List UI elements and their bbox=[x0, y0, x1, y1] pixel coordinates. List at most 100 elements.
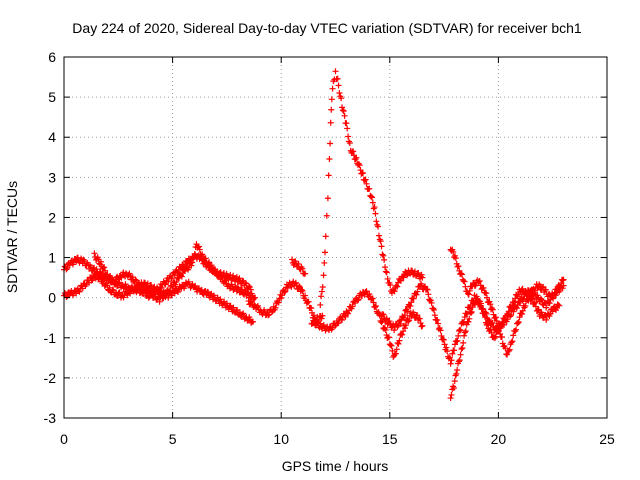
data-point bbox=[377, 238, 384, 245]
data-point bbox=[382, 326, 389, 333]
data-point bbox=[359, 169, 366, 176]
data-point bbox=[452, 255, 459, 262]
data-point bbox=[454, 337, 461, 344]
data-point bbox=[479, 305, 486, 312]
data-point bbox=[100, 276, 107, 283]
data-point bbox=[310, 317, 317, 324]
data-point bbox=[335, 82, 342, 89]
data-point bbox=[405, 318, 412, 325]
data-point bbox=[382, 316, 389, 323]
data-point bbox=[559, 277, 566, 284]
data-point bbox=[519, 285, 526, 292]
data-point bbox=[437, 327, 444, 334]
data-point bbox=[179, 281, 186, 288]
data-point bbox=[473, 293, 480, 300]
data-point bbox=[336, 90, 343, 97]
data-point bbox=[189, 259, 196, 266]
data-point bbox=[368, 193, 375, 200]
data-point bbox=[510, 308, 517, 315]
plot-frame bbox=[63, 56, 608, 419]
data-point bbox=[410, 295, 417, 302]
data-point bbox=[528, 286, 535, 293]
data-point bbox=[243, 280, 250, 287]
data-point bbox=[468, 308, 475, 315]
data-point bbox=[462, 283, 469, 290]
data-point bbox=[378, 319, 385, 326]
data-point bbox=[525, 297, 532, 304]
series-arc-10 bbox=[447, 282, 567, 402]
data-point bbox=[406, 317, 413, 324]
data-point bbox=[278, 295, 285, 302]
data-point bbox=[93, 270, 100, 277]
data-point bbox=[328, 106, 335, 113]
data-point bbox=[321, 259, 328, 266]
series-arc-3 bbox=[91, 241, 259, 305]
data-point bbox=[382, 264, 389, 271]
data-point bbox=[166, 287, 173, 294]
data-point bbox=[519, 307, 526, 314]
data-point bbox=[516, 314, 523, 321]
data-point bbox=[522, 303, 529, 310]
data-point bbox=[501, 321, 508, 328]
data-point bbox=[322, 249, 329, 256]
data-point bbox=[208, 262, 215, 269]
data-point bbox=[345, 133, 352, 140]
data-point bbox=[450, 248, 457, 255]
data-point bbox=[447, 395, 454, 402]
data-point bbox=[383, 315, 390, 322]
data-point bbox=[299, 265, 306, 272]
data-point bbox=[168, 282, 175, 289]
data-point bbox=[467, 309, 474, 316]
data-point bbox=[487, 301, 494, 308]
data-point bbox=[383, 269, 390, 276]
data-point bbox=[245, 289, 252, 296]
data-point bbox=[318, 288, 325, 295]
data-point bbox=[245, 283, 252, 290]
data-point bbox=[375, 309, 382, 316]
data-point bbox=[498, 333, 505, 340]
data-point bbox=[466, 287, 473, 294]
data-point bbox=[116, 289, 123, 296]
data-point bbox=[175, 289, 182, 296]
data-point bbox=[223, 300, 230, 307]
data-point bbox=[393, 346, 400, 353]
data-point bbox=[407, 303, 414, 310]
data-point bbox=[483, 290, 490, 297]
data-point bbox=[560, 282, 567, 289]
data-point bbox=[191, 250, 198, 257]
data-point bbox=[384, 275, 391, 282]
data-point bbox=[513, 326, 520, 333]
series-arc-6 bbox=[317, 68, 426, 308]
data-point bbox=[295, 260, 302, 267]
data-point bbox=[212, 298, 219, 305]
data-point bbox=[404, 308, 411, 315]
data-point bbox=[451, 378, 458, 385]
data-point bbox=[393, 282, 400, 289]
data-point bbox=[299, 287, 306, 294]
data-point bbox=[504, 351, 511, 358]
data-point bbox=[400, 315, 407, 322]
data-point bbox=[508, 339, 515, 346]
data-point bbox=[323, 212, 330, 219]
data-point bbox=[453, 370, 460, 377]
data-point bbox=[415, 270, 422, 277]
data-point bbox=[240, 291, 247, 298]
data-point bbox=[505, 348, 512, 355]
data-point bbox=[472, 282, 479, 289]
data-point bbox=[192, 282, 199, 289]
data-point bbox=[449, 350, 456, 357]
y-tick-label: -2 bbox=[44, 370, 57, 386]
data-point bbox=[346, 140, 353, 147]
data-point bbox=[380, 252, 387, 259]
data-point bbox=[317, 320, 324, 327]
data-point bbox=[476, 298, 483, 305]
data-point bbox=[220, 270, 227, 277]
data-point bbox=[506, 346, 513, 353]
data-point bbox=[461, 329, 468, 336]
data-point bbox=[168, 275, 175, 282]
data-point bbox=[419, 322, 426, 329]
data-point bbox=[546, 300, 553, 307]
data-point bbox=[543, 304, 550, 311]
